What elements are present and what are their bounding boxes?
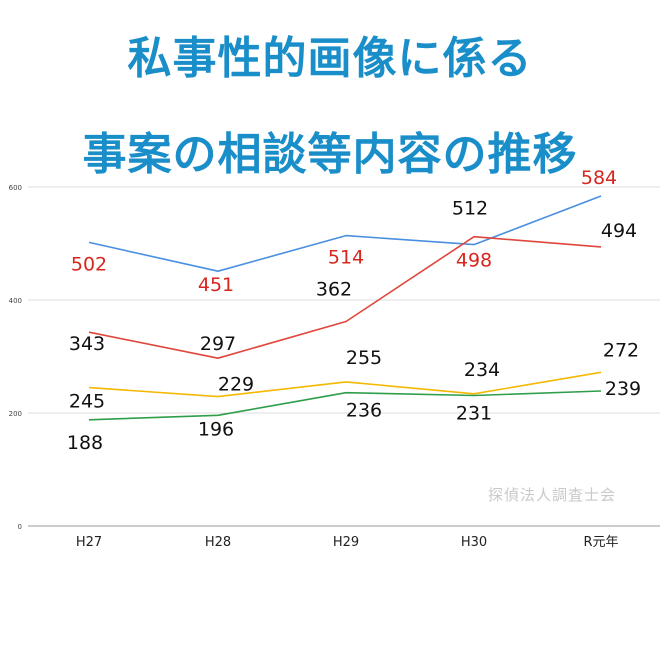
data-label-18: 231 — [456, 402, 492, 424]
x-tick-label-4: R元年 — [583, 535, 618, 550]
data-label-12: 255 — [346, 347, 382, 369]
y-tick-label-0: 0 — [18, 523, 22, 531]
data-label-19: 239 — [605, 378, 641, 400]
data-label-6: 297 — [200, 333, 236, 355]
data-label-4: 584 — [581, 167, 617, 189]
series-line-2 — [88, 371, 602, 398]
x-tick-label-2: H29 — [333, 535, 359, 550]
data-label-7: 362 — [316, 278, 352, 300]
data-label-13: 234 — [464, 359, 500, 381]
watermark: 探偵法人調査士会 — [488, 486, 617, 504]
data-label-2: 514 — [328, 247, 364, 269]
data-label-3: 498 — [456, 250, 492, 272]
data-label-8: 512 — [452, 198, 488, 220]
series-line-1 — [88, 235, 602, 360]
data-label-9: 494 — [601, 220, 637, 242]
y-tick-label-400: 400 — [9, 297, 22, 305]
data-label-16: 196 — [198, 418, 234, 440]
x-tick-label-1: H28 — [205, 535, 231, 550]
data-label-10: 245 — [69, 391, 105, 413]
y-tick-label-200: 200 — [9, 410, 22, 418]
data-label-1: 451 — [198, 274, 234, 296]
x-tick-label-0: H27 — [76, 535, 102, 550]
y-tick-label-600: 600 — [9, 184, 22, 192]
series-line-0 — [88, 195, 602, 273]
data-label-11: 229 — [218, 374, 254, 396]
data-label-17: 236 — [346, 400, 382, 422]
data-label-15: 188 — [67, 432, 103, 454]
x-tick-label-3: H30 — [461, 535, 487, 550]
chart-title-line-2: 事案の相談等内容の推移 — [82, 129, 578, 180]
series-line-3 — [88, 390, 602, 421]
data-label-0: 502 — [71, 253, 107, 275]
data-label-5: 343 — [69, 333, 105, 355]
data-label-14: 272 — [603, 339, 639, 361]
chart-title-line-1: 私事性的画像に係る — [127, 33, 533, 84]
